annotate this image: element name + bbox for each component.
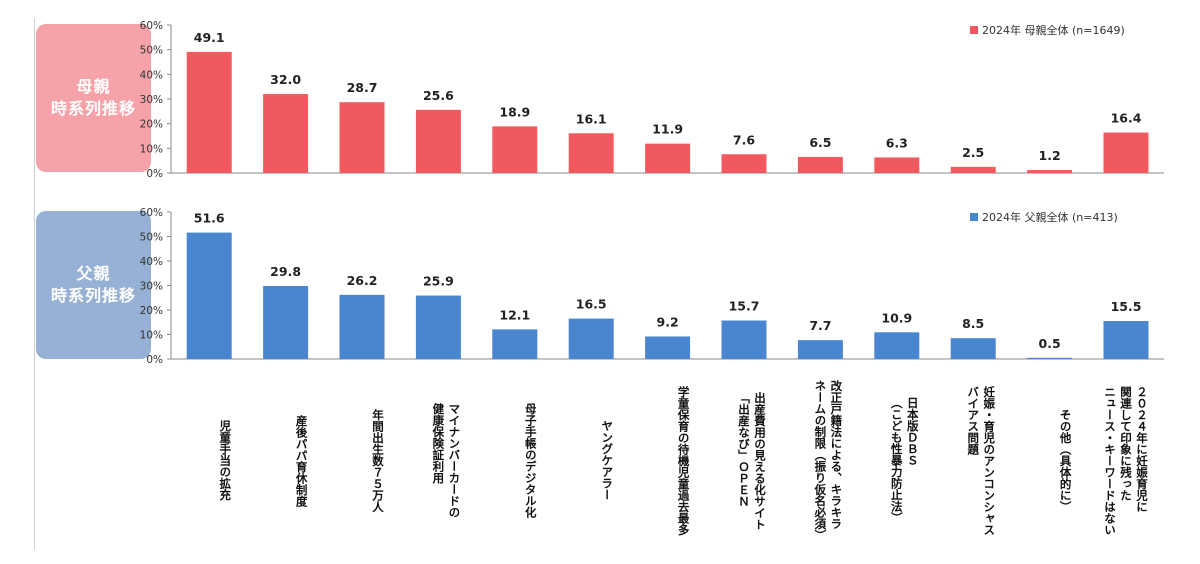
mother-bar	[415, 109, 461, 173]
father-y-tick-label: 50%	[140, 232, 163, 244]
father-bar	[721, 320, 767, 359]
category-label: 妊娠・育児のアンコンシャス バイアス問題	[966, 385, 997, 536]
father-bar	[1103, 321, 1149, 359]
category-label: ヤングケアラー	[600, 420, 615, 501]
mother-panel-label: 母親 時系列推移	[36, 24, 151, 172]
father-bar	[492, 329, 538, 359]
mother-y-tick-label: 60%	[140, 20, 163, 32]
father-y-tick-label: 60%	[140, 207, 163, 219]
father-legend-swatch	[970, 213, 978, 221]
father-y-tick-label: 40%	[140, 256, 163, 268]
mother-bar	[874, 157, 920, 173]
mother-bar	[1027, 170, 1073, 173]
mother-bar	[645, 143, 691, 173]
mother-data-label: 16.4	[1111, 111, 1142, 126]
mother-data-label: 32.0	[270, 72, 301, 87]
mother-label-line2: 時系列推移	[50, 99, 136, 118]
category-label: マイナンバーカードの 健康保険証利用	[431, 403, 462, 518]
mother-bar	[263, 94, 309, 173]
father-y-tick-label: 30%	[140, 281, 163, 293]
father-bar	[645, 336, 691, 359]
father-bar	[339, 294, 385, 359]
mother-data-label: 28.7	[347, 80, 378, 95]
category-label: 学童保育の待機児童過去最多	[676, 385, 691, 536]
father-data-label: 26.2	[347, 273, 378, 288]
father-label-line1: 父親	[76, 264, 111, 283]
mother-y-tick-label: 50%	[140, 45, 163, 57]
mother-y-tick-label: 10%	[140, 143, 163, 155]
father-data-label: 15.5	[1111, 299, 1142, 314]
mother-label-line1: 母親	[76, 77, 111, 96]
father-data-label: 29.8	[270, 264, 301, 279]
father-bar	[1027, 357, 1073, 359]
mother-data-label: 6.5	[809, 135, 831, 150]
category-label: 日本版ＤＢＳ （こども性暴力防止法）	[889, 397, 920, 524]
mother-bar	[721, 154, 767, 173]
mother-bar	[950, 166, 996, 173]
mother-data-label: 1.2	[1039, 148, 1061, 163]
father-y-tick-label: 10%	[140, 330, 163, 342]
father-data-label: 15.7	[729, 299, 760, 314]
mother-data-label: 2.5	[962, 145, 984, 160]
father-data-label: 16.5	[576, 297, 607, 312]
father-bar	[186, 232, 232, 359]
father-bar	[568, 318, 614, 359]
category-label: 産後パパ育休制度	[294, 414, 309, 507]
father-bar	[950, 338, 996, 359]
father-y-tick-label: 0%	[146, 354, 163, 366]
mother-y-tick-label: 40%	[140, 69, 163, 81]
category-label: 母子手帳のデジタル化	[523, 403, 538, 518]
category-label: 出産費用の見える化サイト 「出産なび」ＯＰＥＮ	[737, 391, 767, 530]
father-bar	[415, 295, 461, 359]
category-label: その他（具体的に）	[1058, 408, 1073, 513]
mother-legend-swatch	[970, 26, 978, 34]
mother-data-label: 49.1	[194, 30, 225, 45]
mother-bar	[568, 133, 614, 173]
left-divider-line	[34, 18, 35, 550]
father-bar	[874, 332, 920, 359]
mother-y-tick-label: 20%	[140, 119, 163, 131]
father-data-label: 9.2	[657, 314, 679, 329]
category-label: ２０２４年に妊娠育児に 関連して印象に残った ニュース・キーワードはない	[1103, 385, 1149, 536]
father-y-tick-label: 20%	[140, 305, 163, 317]
father-bar	[797, 340, 843, 359]
mother-data-label: 6.3	[886, 135, 908, 150]
category-label: 年間出生数７５万人	[371, 408, 385, 513]
father-data-label: 7.7	[809, 318, 831, 333]
mother-bar	[339, 102, 385, 173]
father-data-label: 51.6	[194, 211, 225, 226]
mother-data-label: 18.9	[499, 104, 530, 119]
father-data-label: 8.5	[962, 316, 984, 331]
mother-data-label: 7.6	[733, 132, 755, 147]
father-bar	[263, 285, 309, 359]
mother-bar	[1103, 132, 1149, 173]
mother-bar	[492, 126, 538, 173]
father-data-label: 10.9	[881, 310, 912, 325]
father-data-label: 0.5	[1039, 336, 1061, 351]
father-panel-label: 父親 時系列推移	[36, 211, 151, 359]
father-data-label: 12.1	[499, 307, 530, 322]
mother-data-label: 11.9	[652, 122, 683, 137]
category-label: 改正戸籍法による、キラキラ ネームの制限（振り仮名必須）	[813, 380, 844, 541]
category-label: 児童手当の拡充	[218, 420, 233, 501]
mother-y-tick-label: 0%	[146, 168, 163, 180]
mother-y-tick-label: 30%	[140, 94, 163, 106]
father-data-label: 25.9	[423, 274, 454, 289]
father-legend-label: 2024年 父親全体 (n=413)	[982, 210, 1118, 224]
mother-legend-label: 2024年 母親全体 (n=1649)	[982, 23, 1125, 37]
mother-bar	[186, 51, 232, 173]
mother-data-label: 25.6	[423, 88, 454, 103]
father-label-line2: 時系列推移	[50, 286, 136, 305]
mother-bar	[797, 156, 843, 173]
mother-data-label: 16.1	[576, 111, 607, 126]
